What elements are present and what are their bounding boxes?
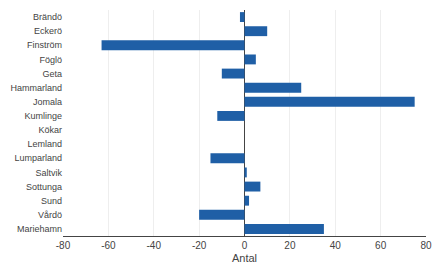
svg-text:Sottunga: Sottunga <box>26 182 62 192</box>
svg-text:20: 20 <box>284 240 296 251</box>
svg-text:Vårdö: Vårdö <box>38 210 62 220</box>
svg-text:80: 80 <box>420 240 432 251</box>
svg-text:-20: -20 <box>192 240 207 251</box>
svg-text:40: 40 <box>330 240 342 251</box>
svg-text:Lemland: Lemland <box>27 139 62 149</box>
svg-text:Eckerö: Eckerö <box>34 26 62 36</box>
svg-text:-60: -60 <box>101 240 116 251</box>
svg-text:Antal: Antal <box>232 252 257 264</box>
svg-text:-40: -40 <box>147 240 162 251</box>
svg-text:Kumlinge: Kumlinge <box>24 111 62 121</box>
svg-text:Saltvik: Saltvik <box>35 168 62 178</box>
svg-text:Föglö: Föglö <box>39 55 62 65</box>
svg-text:Brändö: Brändö <box>33 12 62 22</box>
svg-text:Sund: Sund <box>41 196 62 206</box>
svg-text:-80: -80 <box>56 240 71 251</box>
svg-text:Hammarland: Hammarland <box>10 83 62 93</box>
svg-text:60: 60 <box>375 240 387 251</box>
svg-text:Finström: Finström <box>27 40 62 50</box>
svg-text:Geta: Geta <box>42 69 62 79</box>
svg-text:Lumparland: Lumparland <box>14 153 62 163</box>
svg-text:Kökar: Kökar <box>38 125 62 135</box>
svg-text:Mariehamn: Mariehamn <box>17 224 62 234</box>
svg-text:Jomala: Jomala <box>33 97 62 107</box>
svg-text:0: 0 <box>242 240 248 251</box>
